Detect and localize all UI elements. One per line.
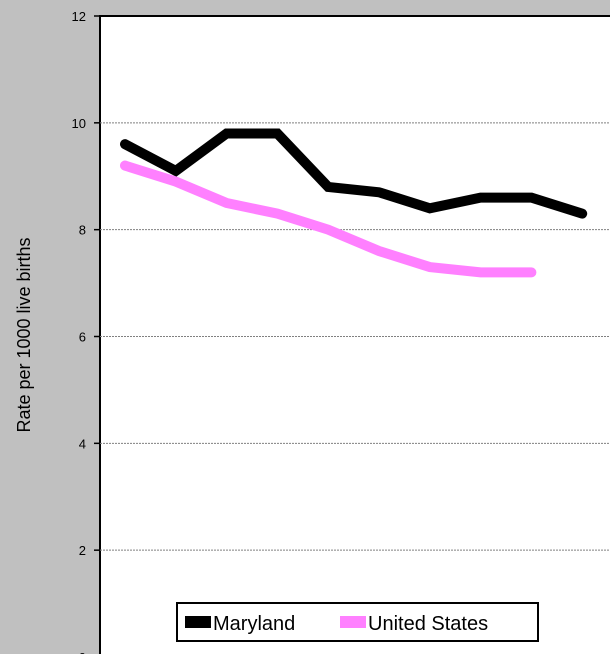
y-tick-label: 10 bbox=[72, 116, 86, 131]
plot-area bbox=[99, 15, 610, 654]
legend-swatch-united-states bbox=[340, 616, 366, 628]
legend-label-united-states: United States bbox=[368, 613, 488, 635]
y-tick-label: 2 bbox=[79, 543, 86, 558]
y-tick-label: 4 bbox=[79, 436, 86, 451]
y-axis-label: Rate per 1000 live births bbox=[14, 237, 34, 432]
y-tick-label: 0 bbox=[79, 650, 86, 654]
series-line-maryland bbox=[120, 128, 588, 219]
y-axis-ticks: 0 2 4 6 8 10 12 bbox=[72, 9, 100, 654]
legend: Maryland United States bbox=[176, 602, 539, 642]
legend-label-maryland: Maryland bbox=[213, 613, 295, 635]
y-tick-label: 6 bbox=[79, 330, 86, 345]
legend-swatch-maryland bbox=[185, 616, 211, 628]
y-tick-label: 12 bbox=[72, 9, 86, 24]
series-lines bbox=[120, 128, 588, 278]
series-line-united-states bbox=[120, 160, 537, 278]
gridlines bbox=[100, 122, 610, 551]
y-tick-label: 8 bbox=[79, 223, 86, 238]
